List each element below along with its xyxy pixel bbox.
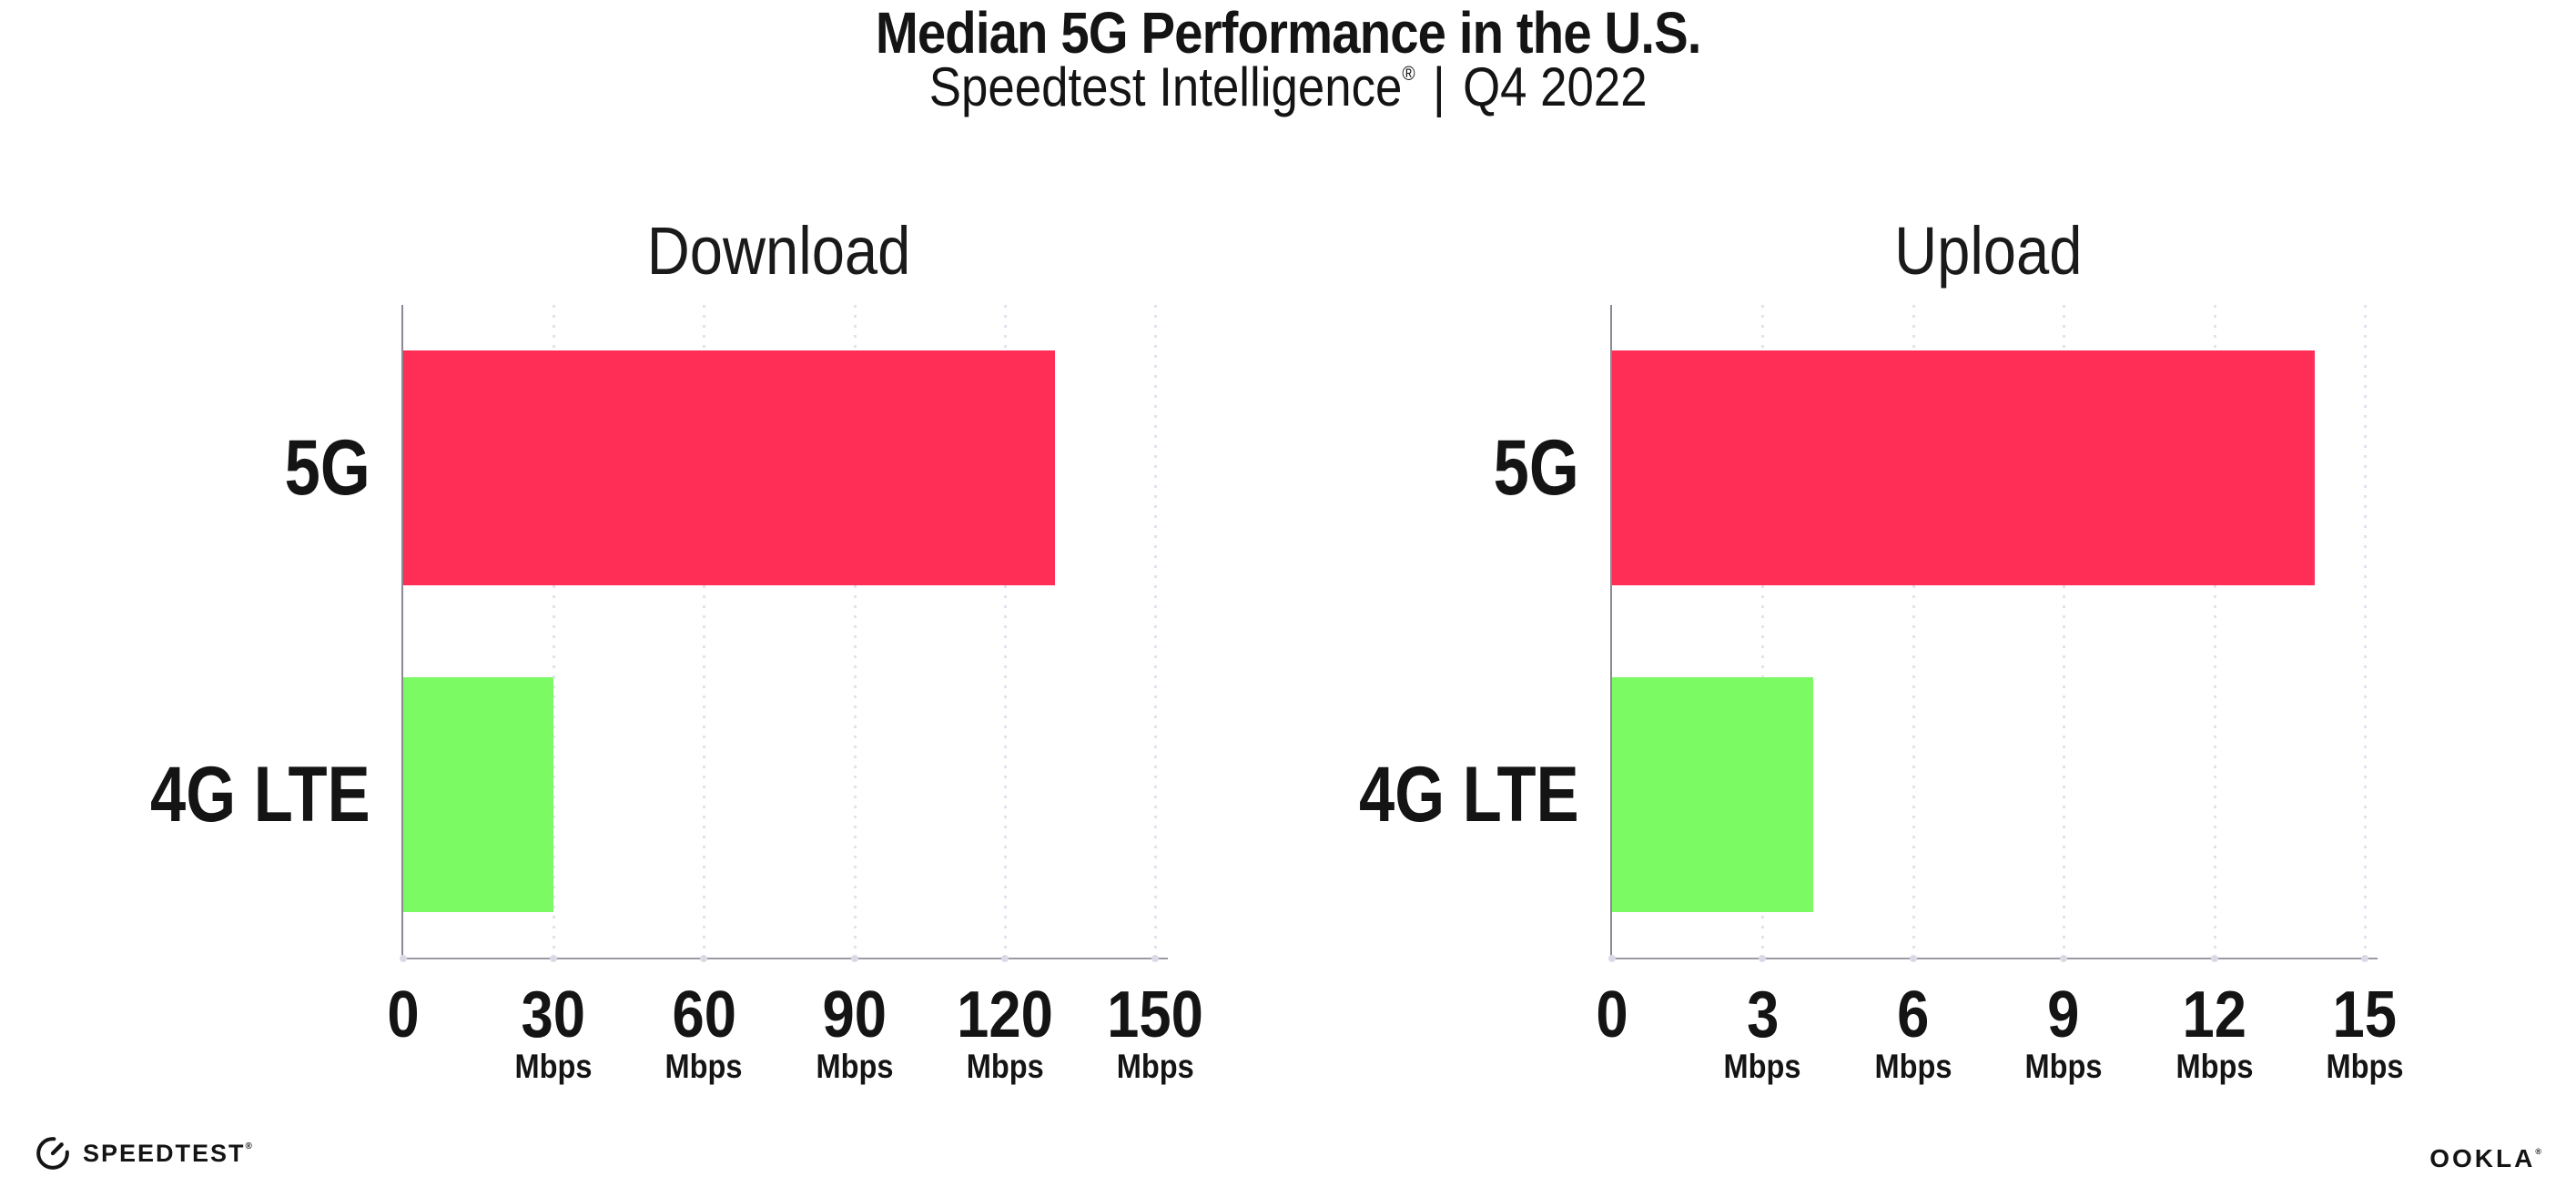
category-label: 5G xyxy=(1493,424,1579,512)
ookla-logo: OOKLA® xyxy=(2429,1146,2541,1172)
x-tick-label: 60 Mbps xyxy=(660,982,748,1083)
x-tick-value: 9 xyxy=(2047,979,2080,1051)
x-tick-unit: Mbps xyxy=(2175,1048,2254,1085)
subtitle-separator: | xyxy=(1432,56,1445,117)
axis-tick-dot xyxy=(1909,955,1917,962)
speedtest-gauge-icon xyxy=(36,1137,69,1170)
x-tick-label: 0 xyxy=(1594,982,1630,1048)
axis-tick-dot xyxy=(1608,955,1616,962)
x-tick-label: 0 xyxy=(385,982,421,1048)
x-tick-value: 120 xyxy=(956,979,1053,1051)
x-tick-label: 120 Mbps xyxy=(950,982,1060,1083)
gridline xyxy=(1154,305,1157,958)
axis-tick-dot xyxy=(850,955,858,962)
x-tick-value: 30 xyxy=(521,979,586,1051)
x-tick-label: 30 Mbps xyxy=(510,982,598,1083)
x-tick-label: 150 Mbps xyxy=(1100,982,1210,1083)
axis-tick-dot xyxy=(1151,955,1159,962)
ookla-wordmark: OOKLA xyxy=(2429,1144,2536,1172)
x-axis-line xyxy=(401,958,1168,959)
registered-mark: ® xyxy=(245,1141,252,1151)
gridline xyxy=(703,305,706,958)
chart-title: Download xyxy=(647,213,911,289)
axis-tick-dot xyxy=(550,955,558,962)
gridline xyxy=(1761,305,1765,958)
bar-5g xyxy=(1612,350,2315,586)
page-title: Median 5G Performance in the U.S. xyxy=(875,0,1702,66)
axis-tick-dot xyxy=(400,955,407,962)
y-axis-line xyxy=(401,305,403,958)
x-tick-value: 12 xyxy=(2182,979,2246,1051)
bar-4g-lte xyxy=(403,676,554,912)
x-tick-label: 3 Mbps xyxy=(1719,982,1807,1083)
x-tick-value: 150 xyxy=(1107,979,1203,1051)
registered-mark: ® xyxy=(1402,62,1415,85)
axis-tick-dot xyxy=(2210,955,2218,962)
speedtest-wordmark: SPEEDTEST® xyxy=(83,1139,252,1167)
x-tick-unit: Mbps xyxy=(816,1048,894,1085)
x-tick-value: 6 xyxy=(1897,979,1930,1051)
x-tick-value: 3 xyxy=(1746,979,1780,1051)
axis-tick-dot xyxy=(2361,955,2368,962)
category-label: 5G xyxy=(284,424,370,512)
page-subtitle: Speedtest Intelligence® | Q4 2022 xyxy=(0,60,2576,115)
x-tick-value: 15 xyxy=(2332,979,2398,1051)
registered-mark: ® xyxy=(2535,1147,2541,1156)
subtitle-period: Q4 2022 xyxy=(1462,56,1648,117)
x-tick-label: 12 Mbps xyxy=(2170,982,2258,1083)
x-tick-unit: Mbps xyxy=(2326,1048,2404,1085)
x-tick-unit: Mbps xyxy=(1874,1048,1952,1085)
subtitle-brand: Speedtest Intelligence xyxy=(928,56,1403,117)
x-tick-unit: Mbps xyxy=(2024,1048,2103,1085)
x-tick-unit: Mbps xyxy=(664,1048,743,1085)
gridline xyxy=(853,305,857,958)
gridline xyxy=(1003,305,1007,958)
x-tick-unit: Mbps xyxy=(1116,1048,1194,1085)
y-axis-line xyxy=(1610,305,1612,958)
x-tick-unit: Mbps xyxy=(514,1048,593,1085)
x-tick-unit: Mbps xyxy=(1723,1048,1801,1085)
x-tick-label: 9 Mbps xyxy=(2020,982,2108,1083)
category-label: 4G LTE xyxy=(1359,750,1579,838)
x-axis-line xyxy=(1610,958,2378,959)
axis-tick-dot xyxy=(2060,955,2068,962)
bar-5g xyxy=(403,350,1055,586)
download-chart: Download 5G 4G LTE 0 30 Mbps 60 Mbps 90 Mbps 120 Mb… xyxy=(150,218,1202,1084)
x-tick-unit: Mbps xyxy=(966,1048,1044,1085)
x-tick-label: 6 Mbps xyxy=(1869,982,1957,1083)
gridline xyxy=(2364,305,2367,958)
x-tick-value: 0 xyxy=(1596,979,1628,1051)
x-tick-value: 60 xyxy=(672,979,736,1051)
x-tick-label: 90 Mbps xyxy=(810,982,898,1083)
gridline xyxy=(2213,305,2216,958)
axis-tick-dot xyxy=(1759,955,1767,962)
gridline xyxy=(553,305,556,958)
x-tick-label: 15 Mbps xyxy=(2321,982,2409,1083)
chart-title: Upload xyxy=(1894,213,2083,289)
axis-tick-dot xyxy=(1000,955,1009,962)
bar-4g-lte xyxy=(1612,676,1813,912)
x-tick-value: 90 xyxy=(822,979,887,1051)
x-tick-value: 0 xyxy=(387,979,420,1051)
speedtest-logo: SPEEDTEST® xyxy=(35,1135,252,1172)
category-label: 4G LTE xyxy=(150,750,370,838)
gridline xyxy=(1912,305,1915,958)
axis-tick-dot xyxy=(700,955,708,962)
upload-chart: Upload 5G 4G LTE 0 3 Mbps 6 Mbps 9 Mbps 12 Mbps 15 Mb… xyxy=(1359,218,2403,1084)
gridline xyxy=(2063,305,2066,958)
